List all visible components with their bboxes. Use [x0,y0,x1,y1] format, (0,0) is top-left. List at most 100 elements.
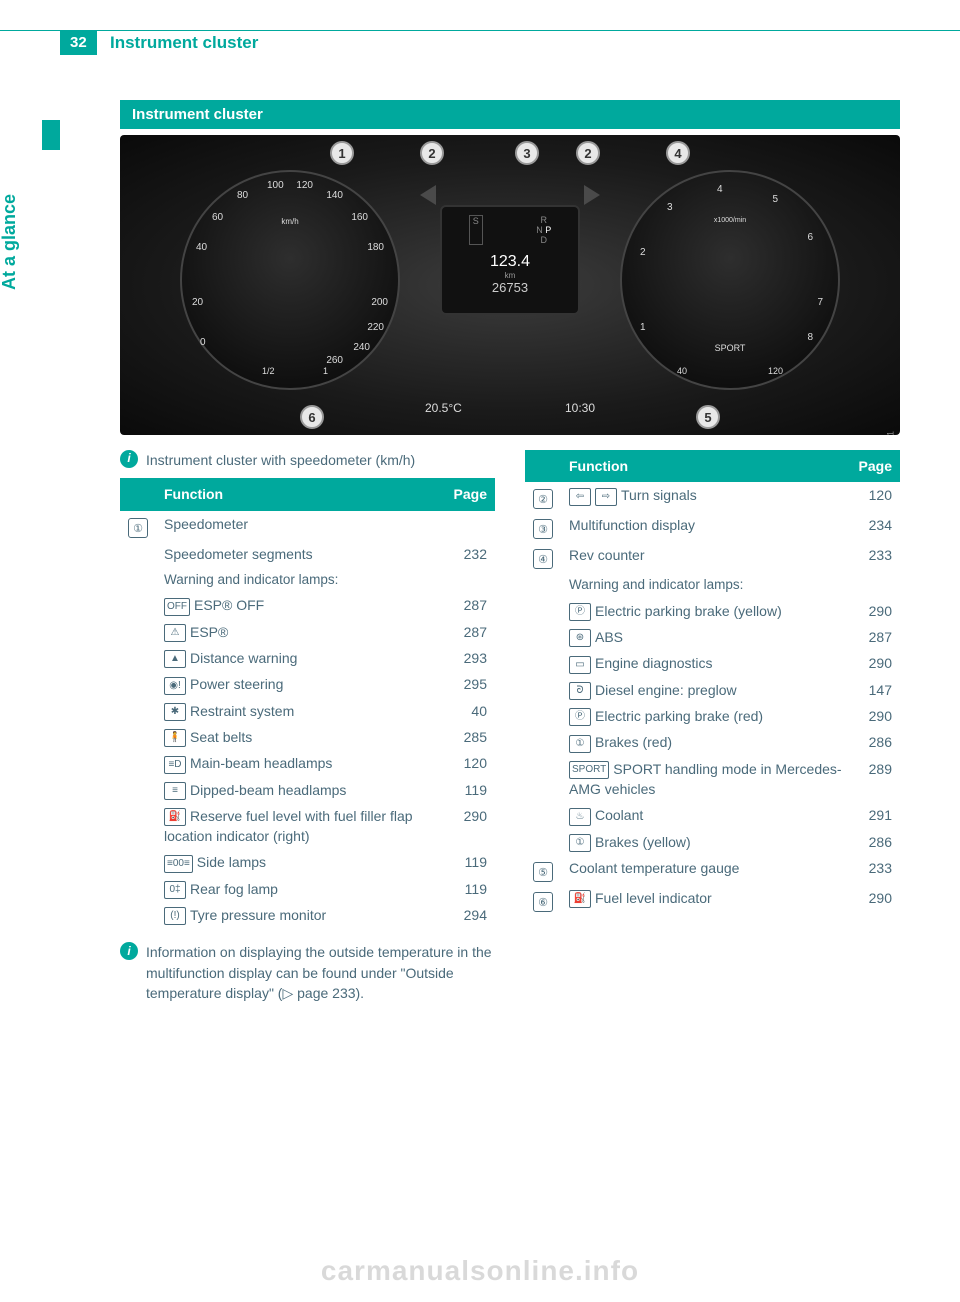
table-row: ⓅElectric parking brake (red)290 [525,703,900,729]
row-marker: ① [128,518,148,538]
tach-8: 8 [807,332,813,343]
th-function: Function [156,478,445,510]
odo-value: 26753 [442,280,578,295]
mode-s: S [469,215,483,245]
tach-3: 3 [667,202,673,213]
row-page: 290 [445,803,495,850]
table-row: ⊛ABS287 [525,624,900,650]
row-page: 147 [850,677,900,703]
tach-5: 5 [772,194,778,205]
table-row: ①Brakes (red)286 [525,729,900,755]
callout-3: 3 [515,141,539,165]
row-label: ≡00≡Side lamps [156,849,445,875]
indicator-icon: (!) [164,907,186,925]
info-icon: i [120,942,138,960]
row-page: 234 [850,512,900,542]
coolant-hi: 120 [768,366,783,376]
indicator-icon: OFF [164,598,190,616]
speedo-0: 0 [200,337,206,348]
footnote: i Information on displaying the outside … [120,942,495,1003]
row-marker: ⑥ [533,892,553,912]
right-function-table: Function Page ②⇦⇨Turn signals120③Multifu… [525,450,900,915]
callout-6: 6 [300,405,324,429]
callout-1: 1 [330,141,354,165]
table-row: 🧍Seat belts285 [120,724,495,750]
table-row: ⑤Coolant temperature gauge233 [525,855,900,885]
speedometer-dial: 0 20 40 60 80 100 120 140 160 180 200 22… [180,170,400,390]
gear-d: D [540,235,547,245]
side-tab-label: At a glance [0,194,20,290]
table-row: Speedometer segments232 [120,541,495,567]
th-page: Page [445,478,495,510]
th-page: Page [850,450,900,482]
row-label: ▭Engine diagnostics [561,650,850,676]
speedo-120: 120 [296,180,313,191]
left-function-table: Function Page ①SpeedometerSpeedometer se… [120,478,495,928]
speedo-60: 60 [212,212,223,223]
section-heading: Instrument cluster [120,100,900,129]
row-page: 294 [445,902,495,928]
fuel-full: 1 [323,366,328,376]
indicator-icon: ① [569,834,591,852]
image-reference: P54.33-4619-31 [886,431,896,435]
turn-signal-left-icon [420,185,436,205]
row-page: 232 [445,541,495,567]
caption-line: i Instrument cluster with speedometer (k… [120,450,495,470]
indicator-icon: ♨ [569,808,591,826]
speedo-260: 260 [326,355,343,366]
speedo-180: 180 [367,242,384,253]
row-label: ≡DMain-beam headlamps [156,750,445,776]
row-label: Speedometer segments [156,541,445,567]
row-label: ⓅElectric parking brake (red) [561,703,850,729]
gear-n: N [536,225,543,235]
indicator-icon: 🧍 [164,729,186,747]
callout-2b: 2 [576,141,600,165]
table-row: ⚠ESP®287 [120,619,495,645]
row-page: 290 [850,598,900,624]
side-tab-marker [42,120,60,150]
info-icon: i [120,450,138,468]
speedo-40: 40 [196,242,207,253]
watermark: carmanualsonline.info [321,1255,639,1287]
speedo-220: 220 [367,322,384,333]
row-label: ⛽Reserve fuel level with fuel filler fla… [156,803,445,850]
row-page: 119 [445,849,495,875]
indicator-icon: ① [569,735,591,753]
row-label: ▲Distance warning [156,645,445,671]
fuel-half: 1/2 [262,366,275,376]
row-page: 286 [850,829,900,855]
tach-2: 2 [640,247,646,258]
speedo-80: 80 [237,190,248,201]
row-label: (!)Tyre pressure monitor [156,902,445,928]
table-row: SPORTSPORT handling mode in Mercedes-AMG… [525,756,900,803]
row-label: ⓅElectric parking brake (yellow) [561,598,850,624]
table-row: ⛽Reserve fuel level with fuel filler fla… [120,803,495,850]
speedo-200: 200 [371,297,388,308]
row-page: 287 [445,592,495,618]
table-row: ♨Coolant291 [525,802,900,828]
row-label: ◉!Power steering [156,671,445,697]
row-label: Warning and indicator lamps: [156,567,445,593]
table-row: OFFESP® OFF287 [120,592,495,618]
row-page: 119 [445,777,495,803]
page-title: Instrument cluster [110,33,258,53]
table-row: 0‡Rear fog lamp119 [120,876,495,902]
row-label: ♨Coolant [561,802,850,828]
tach-6: 6 [807,232,813,243]
row-label: SPORTSPORT handling mode in Mercedes-AMG… [561,756,850,803]
row-label: Coolant temperature gauge [561,855,850,885]
row-label: Multifunction display [561,512,850,542]
footnote-text: Information on displaying the outside te… [146,942,495,1003]
table-row: ▭Engine diagnostics290 [525,650,900,676]
table-row: ≡Dipped-beam head­lamps119 [120,777,495,803]
speedo-160: 160 [351,212,368,223]
outside-temp: 20.5°C [425,401,462,415]
table-row: ④Rev counter233 [525,542,900,572]
indicator-icon: ⛽ [164,808,186,826]
row-page: 286 [850,729,900,755]
indicator-icon: ⛽ [569,890,591,908]
row-page [445,567,495,593]
callout-5: 5 [696,405,720,429]
indicator-icon: Ⓟ [569,603,591,621]
row-page: 287 [850,624,900,650]
